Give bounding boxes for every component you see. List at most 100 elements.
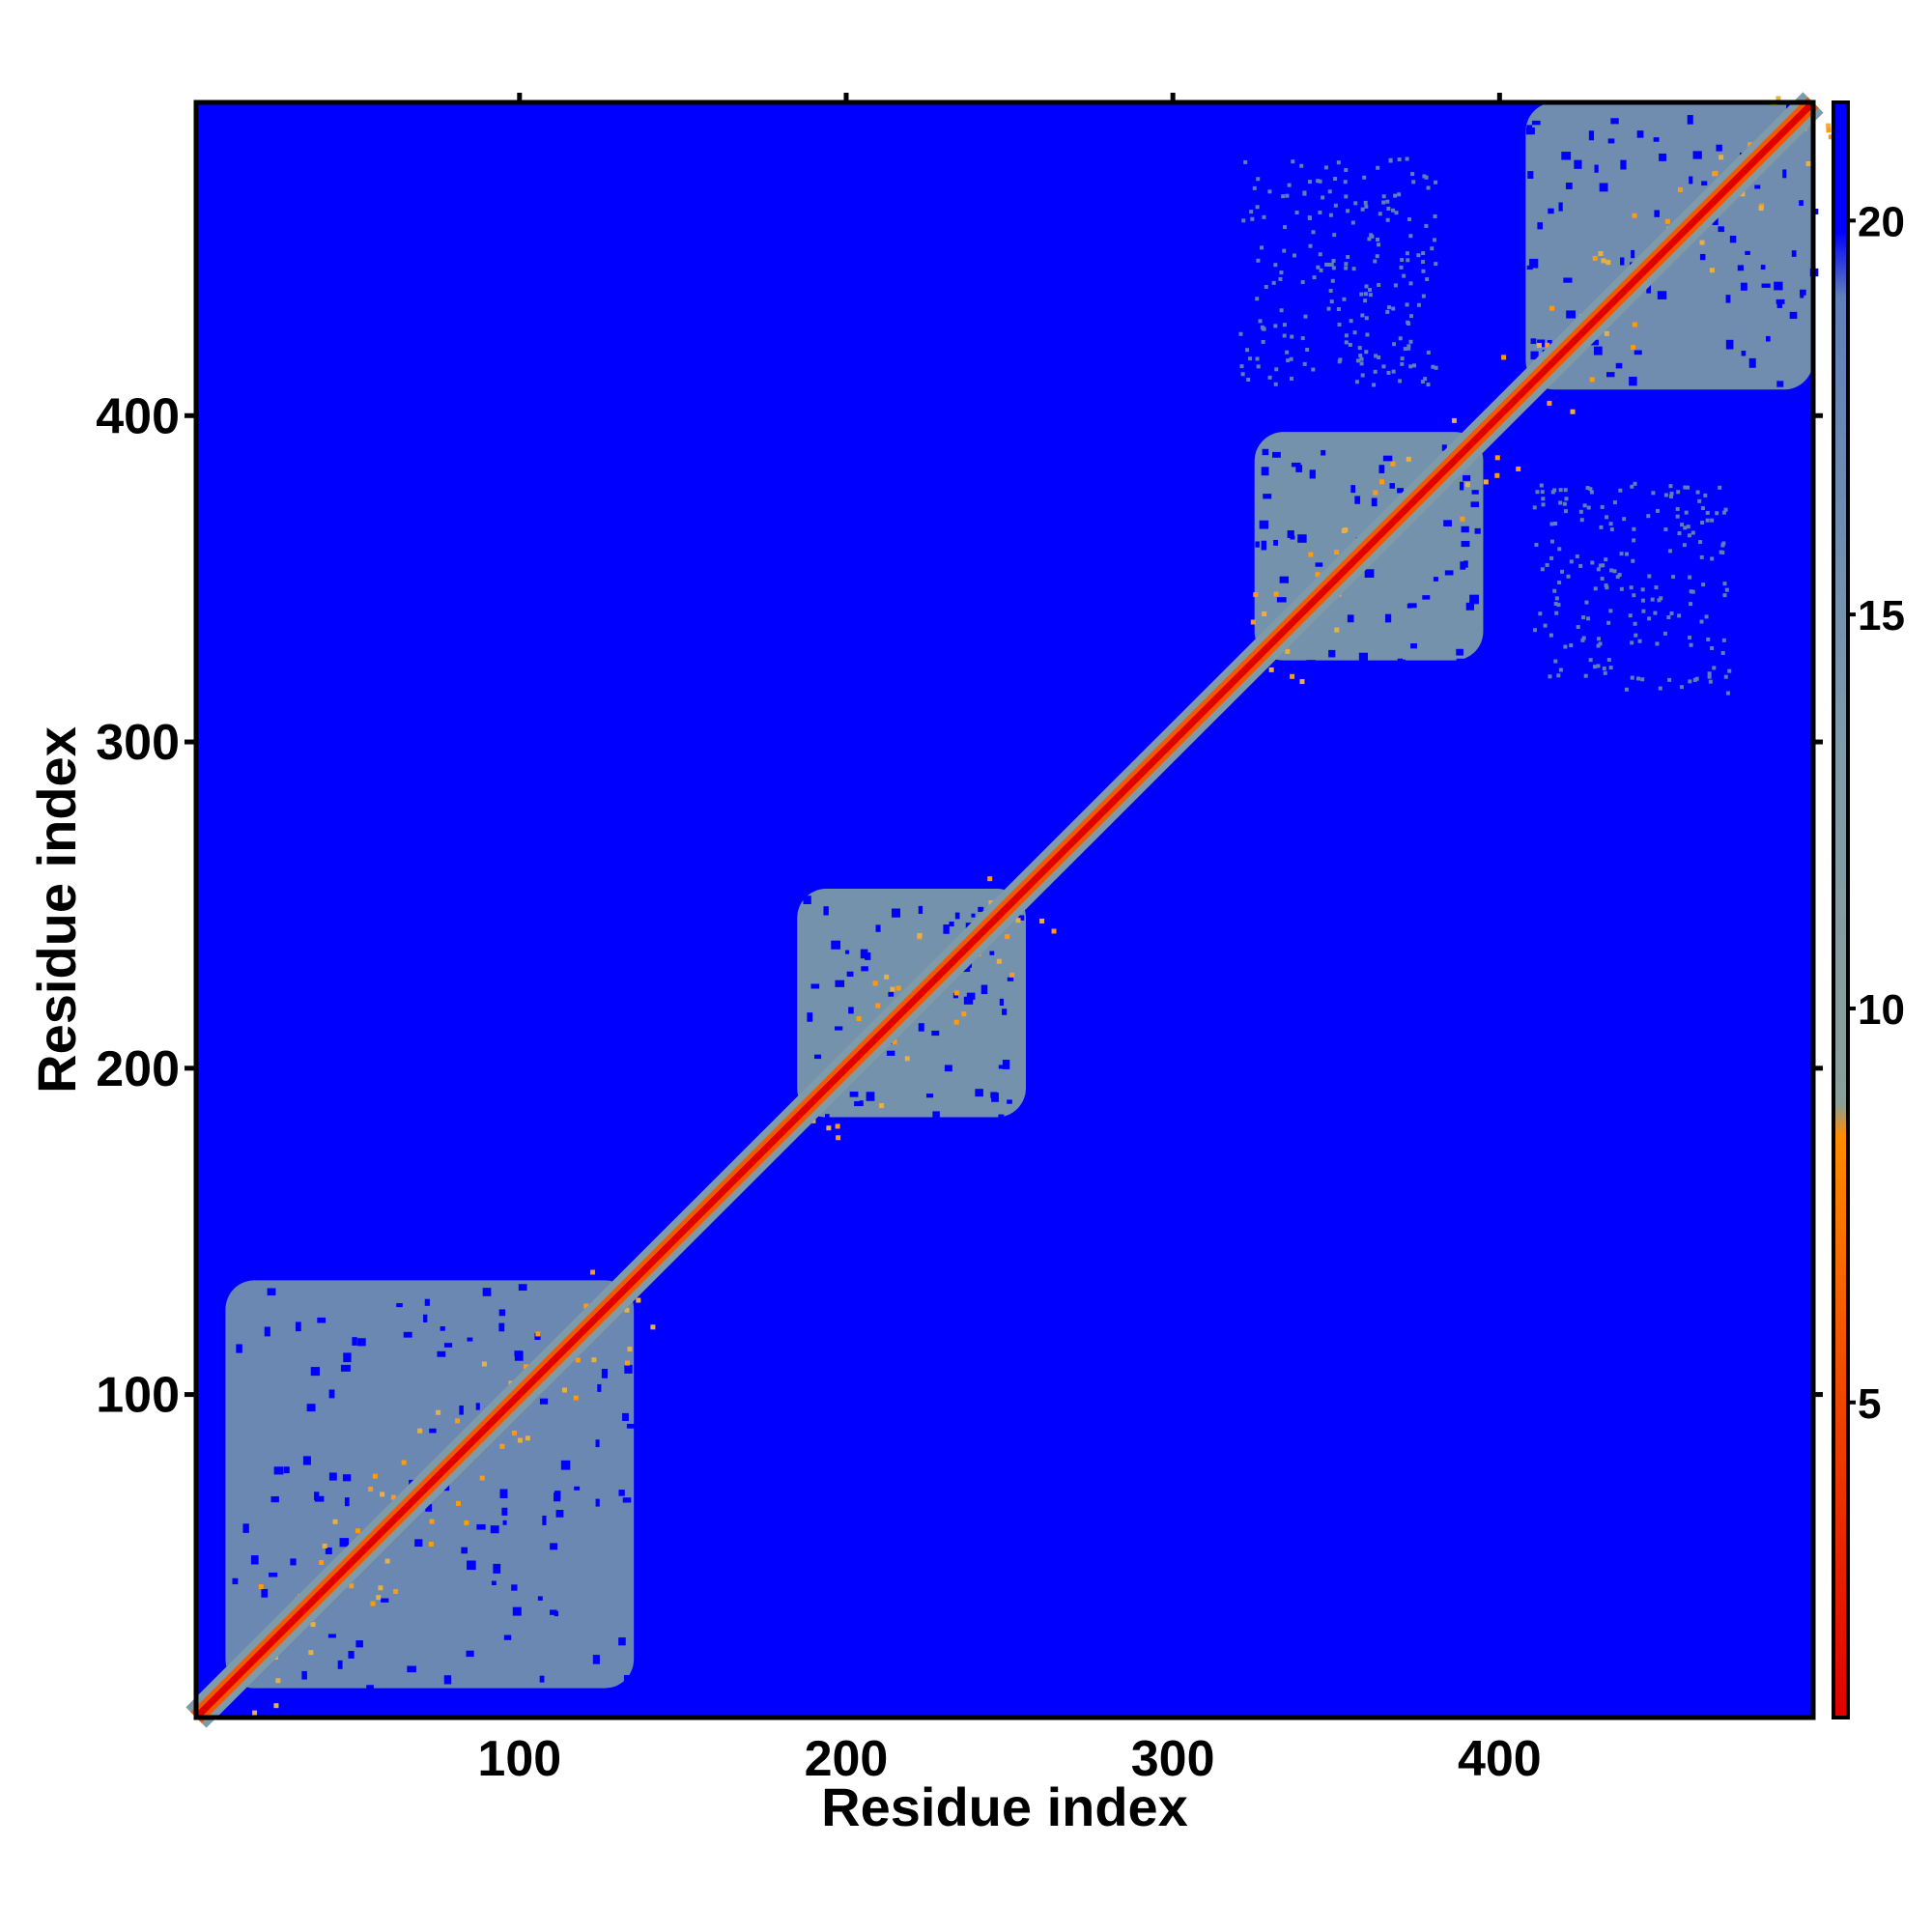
domain-hotspot [1516, 466, 1521, 471]
contact-cell [1540, 490, 1545, 495]
domain-hole [340, 1364, 351, 1372]
domain-hotspot [481, 1361, 487, 1367]
contact-cell [1406, 321, 1411, 326]
domain-hole [236, 1344, 242, 1353]
domain-hotspot [355, 1528, 360, 1534]
contact-cell [1388, 157, 1393, 162]
contact-cell [1405, 302, 1409, 307]
domain-hotspot [1536, 343, 1542, 349]
contact-cell [1411, 180, 1416, 185]
contact-cell [278, 992, 283, 997]
contact-cell [1612, 569, 1617, 574]
contact-cell [1715, 511, 1719, 516]
contact-cell [1385, 199, 1390, 204]
contact-cell [1588, 658, 1593, 663]
contact-cell [1690, 530, 1695, 535]
contact-cell [1628, 613, 1633, 618]
domain-hotspot [1451, 417, 1457, 423]
contact-cell [1689, 642, 1693, 647]
domain-hotspot [627, 1347, 633, 1352]
contact-cell [1352, 330, 1357, 335]
contact-cell [1650, 597, 1655, 602]
contact-cell [937, 1637, 942, 1642]
domain-hole [1653, 137, 1660, 142]
contact-cell [1267, 189, 1272, 194]
domain-hole [339, 1538, 350, 1548]
domain-hole [264, 1326, 270, 1337]
domain-hole [1760, 265, 1766, 270]
contact-cell [1273, 263, 1278, 268]
contact-cell [1426, 350, 1431, 355]
domain-hole [491, 1580, 497, 1586]
contact-cell [1721, 541, 1726, 546]
domain-hole [306, 1404, 316, 1412]
contact-cell [1690, 589, 1695, 594]
contact-cell [1581, 615, 1586, 620]
contact-cell [1695, 490, 1700, 495]
contact-cell [1422, 174, 1427, 179]
domain-hole [357, 1338, 366, 1347]
domain-hole [1279, 576, 1290, 583]
contact-cell [1720, 651, 1725, 656]
contact-cell [1549, 539, 1554, 544]
domain-hotspot [1805, 160, 1811, 166]
domain-hole [423, 1314, 428, 1323]
contact-cell [1336, 306, 1341, 311]
contact-cell [1302, 361, 1307, 366]
contact-cell [1663, 493, 1668, 497]
contact-cell [291, 999, 296, 1004]
domain-hole [1007, 1099, 1012, 1104]
domain-hole [482, 1288, 492, 1296]
domain-hole [1441, 444, 1447, 451]
domain-hole [1737, 265, 1745, 271]
domain-hole [1456, 648, 1463, 656]
contact-cell [1553, 602, 1558, 607]
contact-cell [1344, 266, 1349, 270]
domain-hole [810, 983, 820, 989]
contact-cell [1701, 582, 1706, 587]
contact-cell [1558, 668, 1563, 672]
contact-cell [1426, 383, 1431, 387]
domain-hole [1620, 159, 1627, 170]
contact-cell [1344, 333, 1349, 338]
domain-hole [555, 1510, 564, 1518]
domain-hole [1620, 257, 1625, 266]
domain-hole [514, 1350, 524, 1361]
contact-cell [1293, 253, 1297, 258]
contact-cell [1323, 165, 1328, 170]
domain-hotspot [562, 1387, 568, 1393]
contact-cell [1631, 558, 1635, 563]
domain-hole [1531, 120, 1541, 126]
contact-cell [1377, 282, 1381, 287]
domain-hole [302, 1456, 311, 1465]
domain-hole [807, 1012, 813, 1022]
domain-hole [622, 1412, 629, 1422]
domain-hole [490, 1525, 499, 1534]
contact-cell [1699, 554, 1704, 559]
domain-hotspot [1483, 479, 1489, 485]
contact-cell [1283, 225, 1288, 230]
contact-cell [876, 1594, 881, 1599]
contact-cell [1359, 361, 1364, 366]
contact-cell [1299, 163, 1304, 168]
domain-hotspot [1549, 305, 1555, 311]
domain-hole [1725, 339, 1734, 350]
contact-cell [1349, 319, 1353, 324]
contact-cell [1654, 585, 1659, 590]
domain-hole [550, 1543, 558, 1550]
domain-hotspot [1776, 96, 1781, 101]
domain-hotspot [624, 1360, 630, 1366]
domain-hole [381, 1598, 389, 1603]
contact-cell [1589, 490, 1594, 495]
contact-cell [1402, 273, 1406, 278]
contact-cell [1385, 217, 1390, 222]
domain-hole [1740, 282, 1747, 291]
contact-cell [1686, 485, 1690, 490]
contact-cell [1563, 509, 1568, 514]
contact-cell [1558, 488, 1563, 493]
contact-cell [1596, 637, 1601, 641]
domain-hole [931, 1030, 940, 1037]
contact-cell [1677, 531, 1682, 536]
domain-hole [1465, 602, 1475, 611]
domain-hole [1469, 594, 1479, 605]
